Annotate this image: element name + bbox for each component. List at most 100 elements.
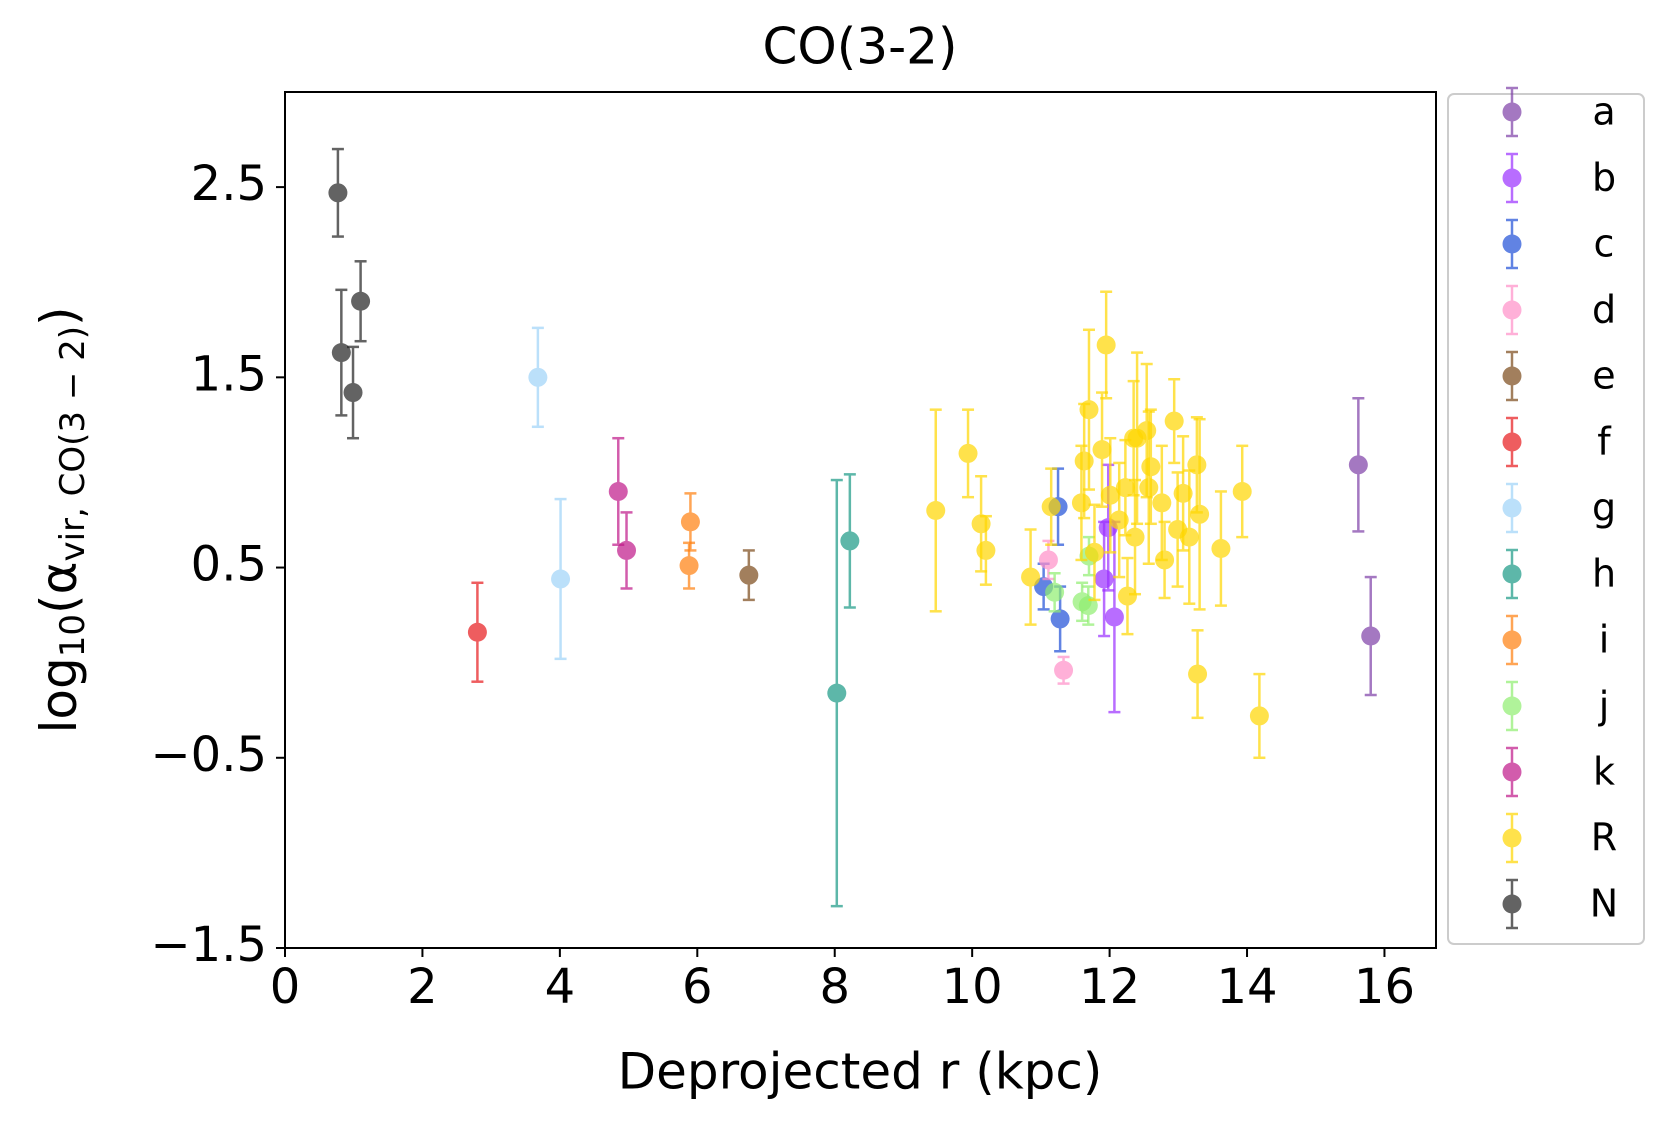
point — [1096, 335, 1116, 355]
legend-label: N — [1590, 882, 1618, 926]
x-axis-label: Deprojected r (kpc) — [618, 1043, 1103, 1101]
point-group — [1125, 478, 1145, 596]
x-tick-label: 14 — [1216, 959, 1277, 1015]
point — [1074, 451, 1094, 471]
legend-marker — [1502, 102, 1522, 122]
legend-item — [1502, 680, 1522, 732]
point-group — [1139, 410, 1159, 566]
point — [351, 291, 371, 311]
point-group — [1092, 391, 1112, 508]
point — [1188, 664, 1208, 684]
legend-marker — [1502, 432, 1522, 452]
point-group — [926, 408, 946, 613]
legend-label: f — [1597, 420, 1612, 464]
point-group — [827, 478, 847, 908]
point-group — [1249, 672, 1269, 760]
point-group — [1361, 575, 1381, 697]
point-group — [1096, 290, 1116, 400]
legend-marker — [1502, 234, 1522, 254]
point — [1071, 493, 1091, 513]
point — [1104, 607, 1124, 627]
y-axis-label-part: vir, CO(3 − 2) — [53, 326, 93, 562]
point-group — [1094, 520, 1114, 638]
legend-label: e — [1592, 354, 1615, 398]
x-tick-label: 12 — [1079, 959, 1140, 1015]
legend-item — [1502, 350, 1522, 402]
point — [827, 683, 847, 703]
legend-box — [1447, 93, 1645, 945]
point-group — [1021, 528, 1041, 626]
y-axis-label-part: ) — [30, 306, 88, 326]
y-axis-label-part: log — [30, 657, 88, 733]
point — [926, 500, 946, 520]
point — [1109, 510, 1129, 530]
point — [1137, 421, 1157, 441]
legend-label: d — [1592, 288, 1616, 332]
point-group — [351, 260, 371, 343]
point — [1361, 626, 1381, 646]
point-group — [467, 581, 487, 683]
legend-marker — [1502, 828, 1522, 848]
y-axis-label-part: 10 — [53, 614, 93, 657]
point — [1117, 586, 1137, 606]
point — [1094, 569, 1114, 589]
point — [1348, 455, 1368, 475]
point — [1190, 504, 1210, 524]
point — [680, 512, 700, 532]
x-tick-label: 0 — [270, 959, 301, 1015]
point-group — [617, 511, 637, 590]
point — [608, 481, 628, 501]
point — [1041, 497, 1061, 517]
point — [1038, 550, 1058, 570]
legend-item — [1502, 218, 1522, 270]
point — [1125, 527, 1145, 547]
point — [1232, 481, 1252, 501]
point — [1164, 411, 1184, 431]
legend-marker — [1502, 894, 1522, 914]
point-group — [1211, 490, 1231, 607]
x-tick-label: 8 — [819, 959, 850, 1015]
legend-label: R — [1591, 816, 1617, 860]
legend-label: i — [1599, 618, 1610, 662]
point — [958, 443, 978, 463]
point-group — [328, 147, 348, 238]
point — [739, 565, 759, 585]
legend-item — [1502, 614, 1522, 666]
legend-item — [1502, 812, 1522, 864]
point-group — [528, 326, 548, 429]
legend-item — [1502, 284, 1522, 336]
point — [1139, 478, 1159, 498]
legend-marker — [1502, 564, 1522, 584]
legend-label: g — [1592, 486, 1616, 530]
point — [840, 531, 860, 551]
legend-label: c — [1594, 222, 1615, 266]
point — [1100, 485, 1120, 505]
point-group — [1190, 417, 1210, 611]
point-group — [739, 549, 759, 602]
legend-item — [1502, 482, 1522, 534]
legend-item — [1502, 548, 1522, 600]
point-group — [1038, 539, 1058, 581]
point-group — [1188, 629, 1208, 720]
point-group — [1152, 444, 1172, 562]
point — [1152, 493, 1172, 513]
point — [1045, 582, 1065, 602]
point-group — [680, 492, 700, 552]
y-tick-label: 1.5 — [191, 346, 267, 402]
legend-marker — [1502, 366, 1522, 386]
point-group — [1084, 503, 1104, 602]
point — [328, 183, 348, 203]
legend-label: b — [1592, 156, 1616, 200]
legend-item — [1502, 746, 1522, 798]
y-axis-label-part: (α — [30, 562, 88, 614]
point — [331, 343, 351, 363]
point — [1187, 455, 1207, 475]
point — [1021, 567, 1041, 587]
legend-marker — [1502, 498, 1522, 518]
legend-marker — [1502, 762, 1522, 782]
legend-label: j — [1598, 684, 1610, 728]
point — [1141, 457, 1161, 477]
x-tick-label: 16 — [1354, 959, 1415, 1015]
point-group — [958, 408, 978, 499]
